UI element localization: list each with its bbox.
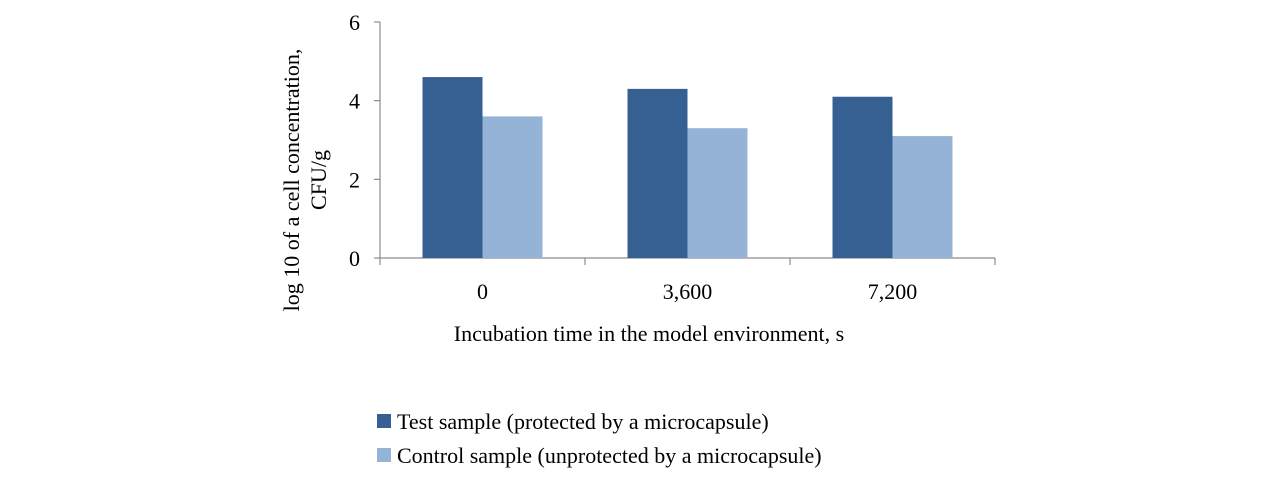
y-axis-title-line-1: log 10 of a cell concentration, (279, 49, 304, 312)
x-tick-label: 7,200 (868, 279, 918, 304)
legend-label-test: Test sample (protected by a microcapsule… (397, 409, 769, 434)
y-axis-title-line-2: CFU/g (306, 150, 331, 210)
bar-control-2 (892, 136, 953, 258)
bars-group (422, 77, 953, 259)
bar-control-1 (687, 128, 748, 258)
y-tick-label: 4 (349, 89, 360, 114)
legend-swatch-control (377, 448, 391, 462)
legend: Test sample (protected by a microcapsule… (377, 409, 822, 468)
bar-test-0 (422, 77, 483, 258)
y-tick-label: 0 (349, 246, 360, 271)
x-tick-labels: 0 3,600 7,200 (477, 279, 917, 304)
legend-label-control: Control sample (unprotected by a microca… (397, 443, 822, 468)
x-axis-ticks (379, 258, 996, 265)
x-tick-label: 0 (477, 279, 488, 304)
bar-test-1 (627, 88, 688, 258)
y-tick-labels: 0 2 4 6 (349, 10, 360, 271)
y-axis-ticks (374, 21, 380, 259)
y-axis-title: log 10 of a cell concentration, CFU/g (279, 49, 331, 312)
x-axis-title: Incubation time in the model environment… (454, 321, 844, 346)
legend-swatch-test (377, 414, 391, 428)
x-tick-label: 3,600 (663, 279, 713, 304)
y-tick-label: 6 (349, 10, 360, 35)
y-tick-label: 2 (349, 167, 360, 192)
bar-test-2 (832, 96, 893, 258)
bar-control-0 (482, 116, 543, 259)
